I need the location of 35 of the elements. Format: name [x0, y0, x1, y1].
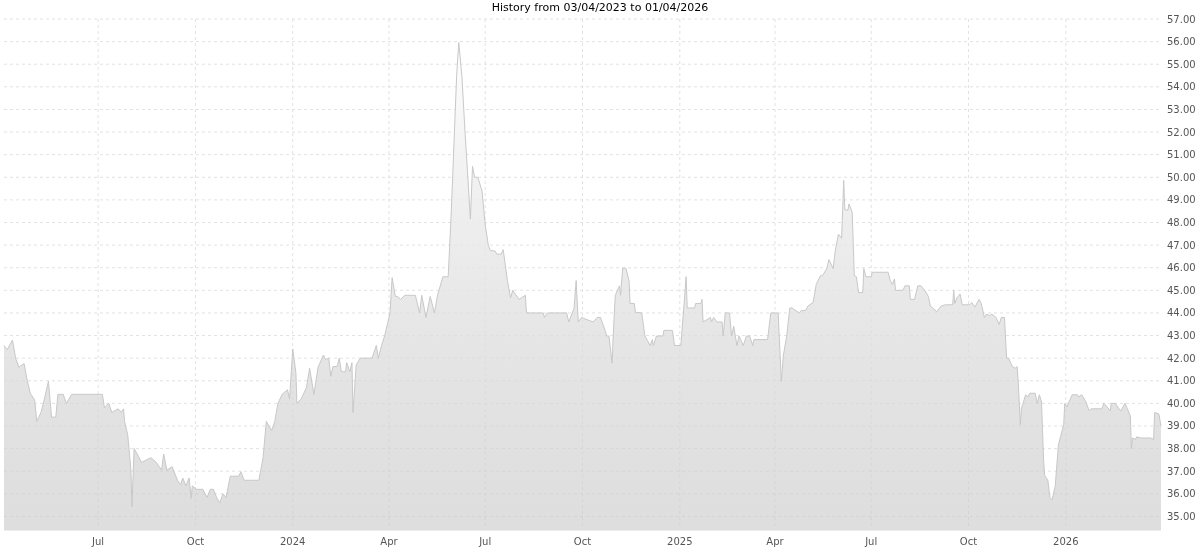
- y-tick-label: 51.00: [1167, 149, 1196, 161]
- x-tick-label: Jul: [91, 536, 105, 547]
- y-tick-label: 48.00: [1167, 217, 1196, 228]
- y-tick-label: 36.00: [1167, 488, 1196, 500]
- y-tick-label: 42.00: [1167, 352, 1196, 364]
- y-tick-label: 50.00: [1167, 171, 1196, 183]
- x-tick-label: Apr: [380, 536, 399, 547]
- y-tick-label: 39.00: [1167, 420, 1196, 432]
- y-tick-label: 54.00: [1167, 81, 1196, 93]
- y-tick-label: 56.00: [1167, 36, 1196, 48]
- y-tick-label: 44.00: [1167, 307, 1196, 319]
- x-tick-label: 2026: [1053, 536, 1079, 547]
- y-tick-label: 38.00: [1167, 443, 1196, 455]
- x-tick-label: Oct: [186, 536, 205, 547]
- y-tick-label: 49.00: [1167, 194, 1196, 206]
- x-tick-label: Apr: [766, 536, 785, 547]
- x-tick-label: Jul: [864, 536, 878, 547]
- y-tick-label: 37.00: [1167, 465, 1196, 477]
- y-tick-label: 55.00: [1167, 58, 1196, 70]
- x-tick-label: 2025: [667, 536, 693, 547]
- y-tick-label: 35.00: [1167, 510, 1196, 522]
- x-tick-label: Jul: [478, 536, 492, 547]
- y-tick-label: 40.00: [1167, 397, 1196, 409]
- y-tick-label: 53.00: [1167, 103, 1196, 115]
- y-tick-label: 47.00: [1167, 239, 1196, 251]
- x-tick-label: Oct: [573, 536, 592, 547]
- y-tick-label: 41.00: [1167, 375, 1196, 387]
- x-tick-label: Oct: [959, 536, 978, 547]
- y-tick-label: 45.00: [1167, 284, 1196, 296]
- chart-title: History from 03/04/2023 to 01/04/2026: [491, 1, 709, 14]
- y-tick-label: 43.00: [1167, 330, 1196, 342]
- y-tick-label: 46.00: [1167, 262, 1196, 274]
- y-tick-label: 57.00: [1167, 13, 1196, 25]
- x-tick-label: 2024: [279, 536, 306, 547]
- y-tick-label: 52.00: [1167, 126, 1196, 138]
